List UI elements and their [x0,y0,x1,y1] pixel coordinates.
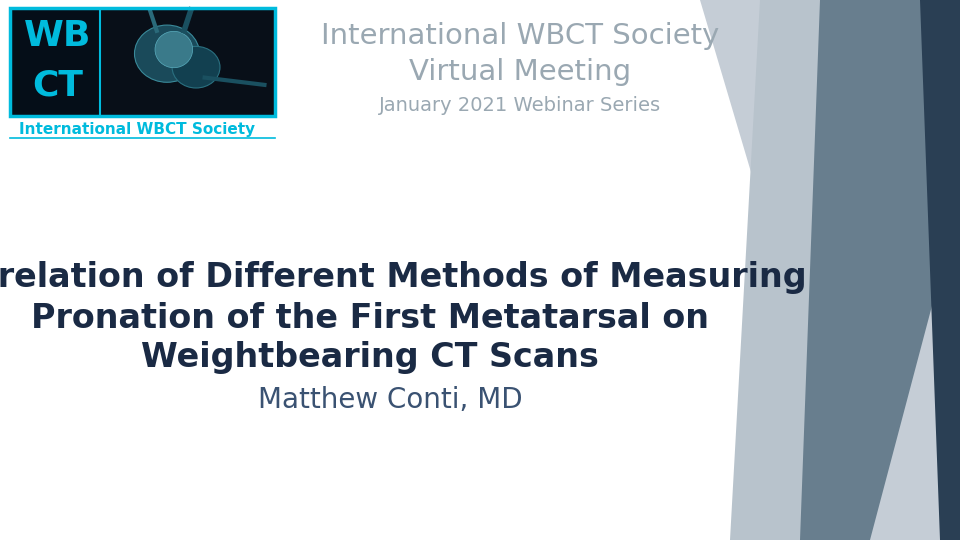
Text: CT: CT [33,69,84,103]
Ellipse shape [155,31,193,68]
Polygon shape [920,0,960,540]
Text: Pronation of the First Metatarsal on: Pronation of the First Metatarsal on [31,301,709,334]
Polygon shape [700,0,960,540]
Polygon shape [730,0,830,540]
Polygon shape [800,0,960,540]
Ellipse shape [172,46,220,88]
Text: WB: WB [24,19,92,53]
Text: International WBCT Society: International WBCT Society [19,122,255,137]
Text: Matthew Conti, MD: Matthew Conti, MD [257,386,522,414]
Text: Correlation of Different Methods of Measuring: Correlation of Different Methods of Meas… [0,261,806,294]
Bar [10,8,275,116]
Ellipse shape [134,25,200,82]
Text: Virtual Meeting: Virtual Meeting [409,58,631,86]
Text: January 2021 Webinar Series: January 2021 Webinar Series [379,96,661,115]
Text: International WBCT Society: International WBCT Society [321,22,719,50]
Text: Weightbearing CT Scans: Weightbearing CT Scans [141,341,599,375]
Bar [10,8,275,116]
Bar [102,10,273,114]
